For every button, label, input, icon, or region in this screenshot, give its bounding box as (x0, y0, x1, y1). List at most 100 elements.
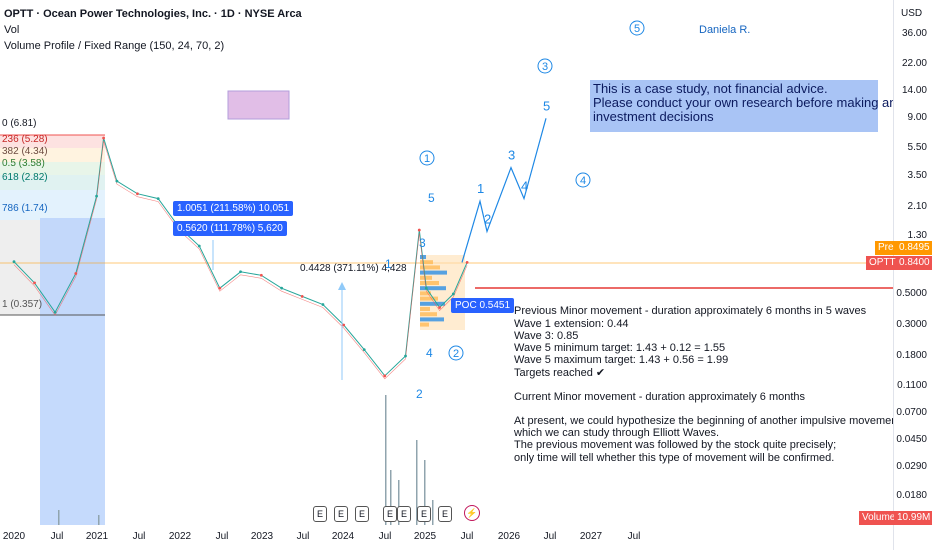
volume-bar (385, 395, 387, 525)
earnings-event[interactable]: E (438, 506, 452, 522)
circled-wave-marker (537, 58, 553, 74)
minor-wave-label: 1 (385, 257, 392, 271)
earnings-event[interactable]: E (313, 506, 327, 522)
date-range-highlight (40, 218, 105, 525)
price-series-shadow (13, 140, 468, 380)
volume-tag-label: Volume (859, 511, 899, 525)
time-tick-label: Jul (627, 531, 641, 542)
volume-bar (424, 460, 426, 525)
price-point (280, 286, 284, 290)
measure-arrowhead-1 (338, 282, 346, 290)
currency-label[interactable]: USD (901, 8, 923, 19)
price-tick-label: 0.0450 (896, 434, 927, 446)
time-tick-label: 2020 (2, 531, 26, 542)
fib-label-618: 618 (2.82) (2, 172, 48, 183)
volume-bar (390, 470, 392, 525)
volume-profile-label[interactable]: Volume Profile / Fixed Range (150, 24, 7… (4, 40, 225, 52)
circled-wave-marker (629, 20, 645, 36)
fib-label-236: 236 (5.28) (2, 134, 48, 145)
price-tick-label: 1.30 (907, 229, 927, 241)
price-point (417, 228, 421, 232)
disclaimer-line: investment decisions (593, 109, 714, 124)
lightning-icon[interactable]: ⚡ (464, 505, 480, 521)
price-point (53, 310, 57, 314)
volume-bar (432, 500, 434, 525)
circled-wave-label: 1 (424, 153, 430, 165)
earnings-event[interactable]: E (383, 506, 397, 522)
earnings-event[interactable]: E (397, 506, 411, 522)
note-line: Wave 1 extension: 0.44 (514, 318, 629, 330)
fib-zone-786 (0, 190, 105, 220)
fib-label-786: 786 (1.74) (2, 203, 48, 214)
volume-bar (398, 480, 400, 525)
price-tick-label: 36.00 (901, 28, 927, 39)
note-line: Previous Minor movement - duration appro… (514, 305, 867, 317)
earnings-event[interactable]: E (417, 506, 431, 522)
symbol-title: OPTT · Ocean Power Technologies, Inc. · … (4, 8, 302, 20)
minor-wave-label: 5 (428, 191, 435, 205)
price-point (95, 194, 98, 198)
price-axis[interactable]: USD 36.00 22.00 14.00 9.00 5.50 3.50 2.10 1.30 0… (893, 0, 932, 550)
volume-profile-row (420, 281, 439, 285)
time-tick-label: 2022 (168, 531, 192, 542)
price-point (12, 260, 16, 264)
circled-wave-marker (575, 172, 591, 188)
price-point (424, 286, 428, 290)
price-point (342, 323, 346, 327)
price-point (115, 179, 119, 183)
time-tick-label: 2025 (413, 531, 437, 542)
price-point (74, 272, 78, 275)
time-tick-label: Jul (378, 531, 392, 542)
pre-price-tag: 0.8495 (896, 241, 932, 255)
earnings-event[interactable]: E (334, 506, 348, 522)
fib-zone-500 (0, 162, 105, 175)
last-price-tag: 0.8400 (896, 256, 932, 270)
circled-wave-label: 3 (542, 61, 548, 73)
measure-label-1: 1.0051 (211.58%) 10,051 (173, 201, 294, 216)
time-tick-label: Jul (132, 531, 146, 542)
price-tick-label: 3.50 (907, 169, 927, 181)
volume-profile-bars (420, 255, 447, 327)
volume-profile-row (420, 270, 447, 275)
time-tick-label: Jul (296, 531, 310, 542)
circled-wave-label: 2 (453, 348, 459, 360)
circled-wave-label: 4 (580, 175, 586, 187)
symbol-line: OPTT · Ocean Power Technologies, Inc. · … (4, 8, 302, 20)
minor-wave-label: 2 (416, 387, 423, 401)
projection-wave-label: 3 (508, 148, 515, 163)
fib-label-1: 1 (0.357) (2, 299, 43, 310)
time-tick-label: 2026 (497, 531, 521, 542)
projection-wave-label: 2 (484, 211, 491, 226)
note-line: The previous movement was followed by th… (514, 439, 837, 451)
price-tick-label: 0.5000 (896, 287, 927, 299)
volume-profile-row (420, 260, 433, 265)
author-name: Daniela R. (699, 24, 751, 36)
projection-wave-label: 1 (477, 181, 484, 196)
time-tick-label: Jul (215, 531, 229, 542)
price-tick-label: 0.0180 (896, 490, 927, 501)
price-point (451, 292, 455, 296)
volume-profile-row (420, 265, 440, 270)
vol-indicator-label[interactable]: Vol (4, 24, 20, 36)
poc-label: POC 0.5451 (451, 298, 515, 313)
measure-label-3: 0.4428 (371.11%) 4,428 (300, 263, 407, 274)
projection-wave-label: 5 (543, 98, 550, 113)
earnings-event[interactable]: E (355, 506, 369, 522)
price-tick-label: 0.1100 (897, 379, 927, 391)
time-tick-label: Jul (543, 531, 557, 542)
last-tag-label: OPTT (866, 256, 899, 270)
price-point (362, 348, 366, 352)
price-point (136, 192, 139, 196)
pre-tag-label: Pre (875, 241, 897, 255)
price-tick-label: 14.00 (901, 85, 927, 97)
volume-tag-value: 10.99M (894, 511, 932, 525)
disclaimer-line: This is a case study, not financial advi… (593, 81, 828, 96)
volume-bars (58, 395, 434, 525)
volume-profile-row (420, 286, 446, 291)
time-tick-label: Jul (50, 531, 64, 542)
price-tick-label: 0.0290 (896, 461, 927, 472)
note-line: only time will tell whether this type of… (514, 452, 835, 464)
